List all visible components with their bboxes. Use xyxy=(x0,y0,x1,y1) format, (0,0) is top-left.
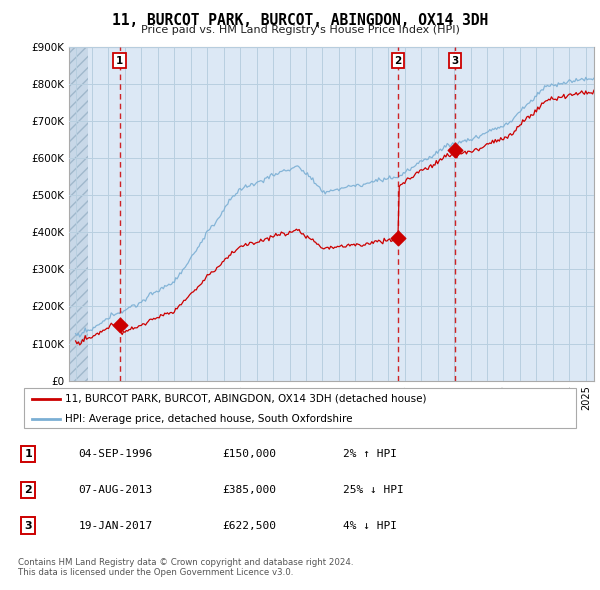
FancyBboxPatch shape xyxy=(24,388,576,428)
Text: 3: 3 xyxy=(25,520,32,530)
Text: £385,000: £385,000 xyxy=(222,485,276,494)
Text: 19-JAN-2017: 19-JAN-2017 xyxy=(78,520,152,530)
Text: £150,000: £150,000 xyxy=(222,449,276,459)
Text: 25% ↓ HPI: 25% ↓ HPI xyxy=(343,485,404,494)
Text: 2: 2 xyxy=(394,55,401,65)
Text: £622,500: £622,500 xyxy=(222,520,276,530)
Text: 4% ↓ HPI: 4% ↓ HPI xyxy=(343,520,397,530)
Point xyxy=(393,233,403,242)
Text: 11, BURCOT PARK, BURCOT, ABINGDON, OX14 3DH (detached house): 11, BURCOT PARK, BURCOT, ABINGDON, OX14 … xyxy=(65,394,427,404)
Text: 1: 1 xyxy=(116,55,123,65)
Point xyxy=(115,320,124,330)
Bar xyxy=(69,47,88,381)
Text: 07-AUG-2013: 07-AUG-2013 xyxy=(78,485,152,494)
Text: This data is licensed under the Open Government Licence v3.0.: This data is licensed under the Open Gov… xyxy=(18,568,293,577)
Text: 11, BURCOT PARK, BURCOT, ABINGDON, OX14 3DH: 11, BURCOT PARK, BURCOT, ABINGDON, OX14 … xyxy=(112,13,488,28)
Text: HPI: Average price, detached house, South Oxfordshire: HPI: Average price, detached house, Sout… xyxy=(65,414,353,424)
Text: Price paid vs. HM Land Registry's House Price Index (HPI): Price paid vs. HM Land Registry's House … xyxy=(140,25,460,35)
Text: 2% ↑ HPI: 2% ↑ HPI xyxy=(343,449,397,459)
Point xyxy=(450,145,460,155)
Text: 2: 2 xyxy=(24,485,32,494)
Text: 1: 1 xyxy=(24,449,32,459)
Text: 3: 3 xyxy=(451,55,458,65)
Text: 04-SEP-1996: 04-SEP-1996 xyxy=(78,449,152,459)
Text: Contains HM Land Registry data © Crown copyright and database right 2024.: Contains HM Land Registry data © Crown c… xyxy=(18,558,353,566)
